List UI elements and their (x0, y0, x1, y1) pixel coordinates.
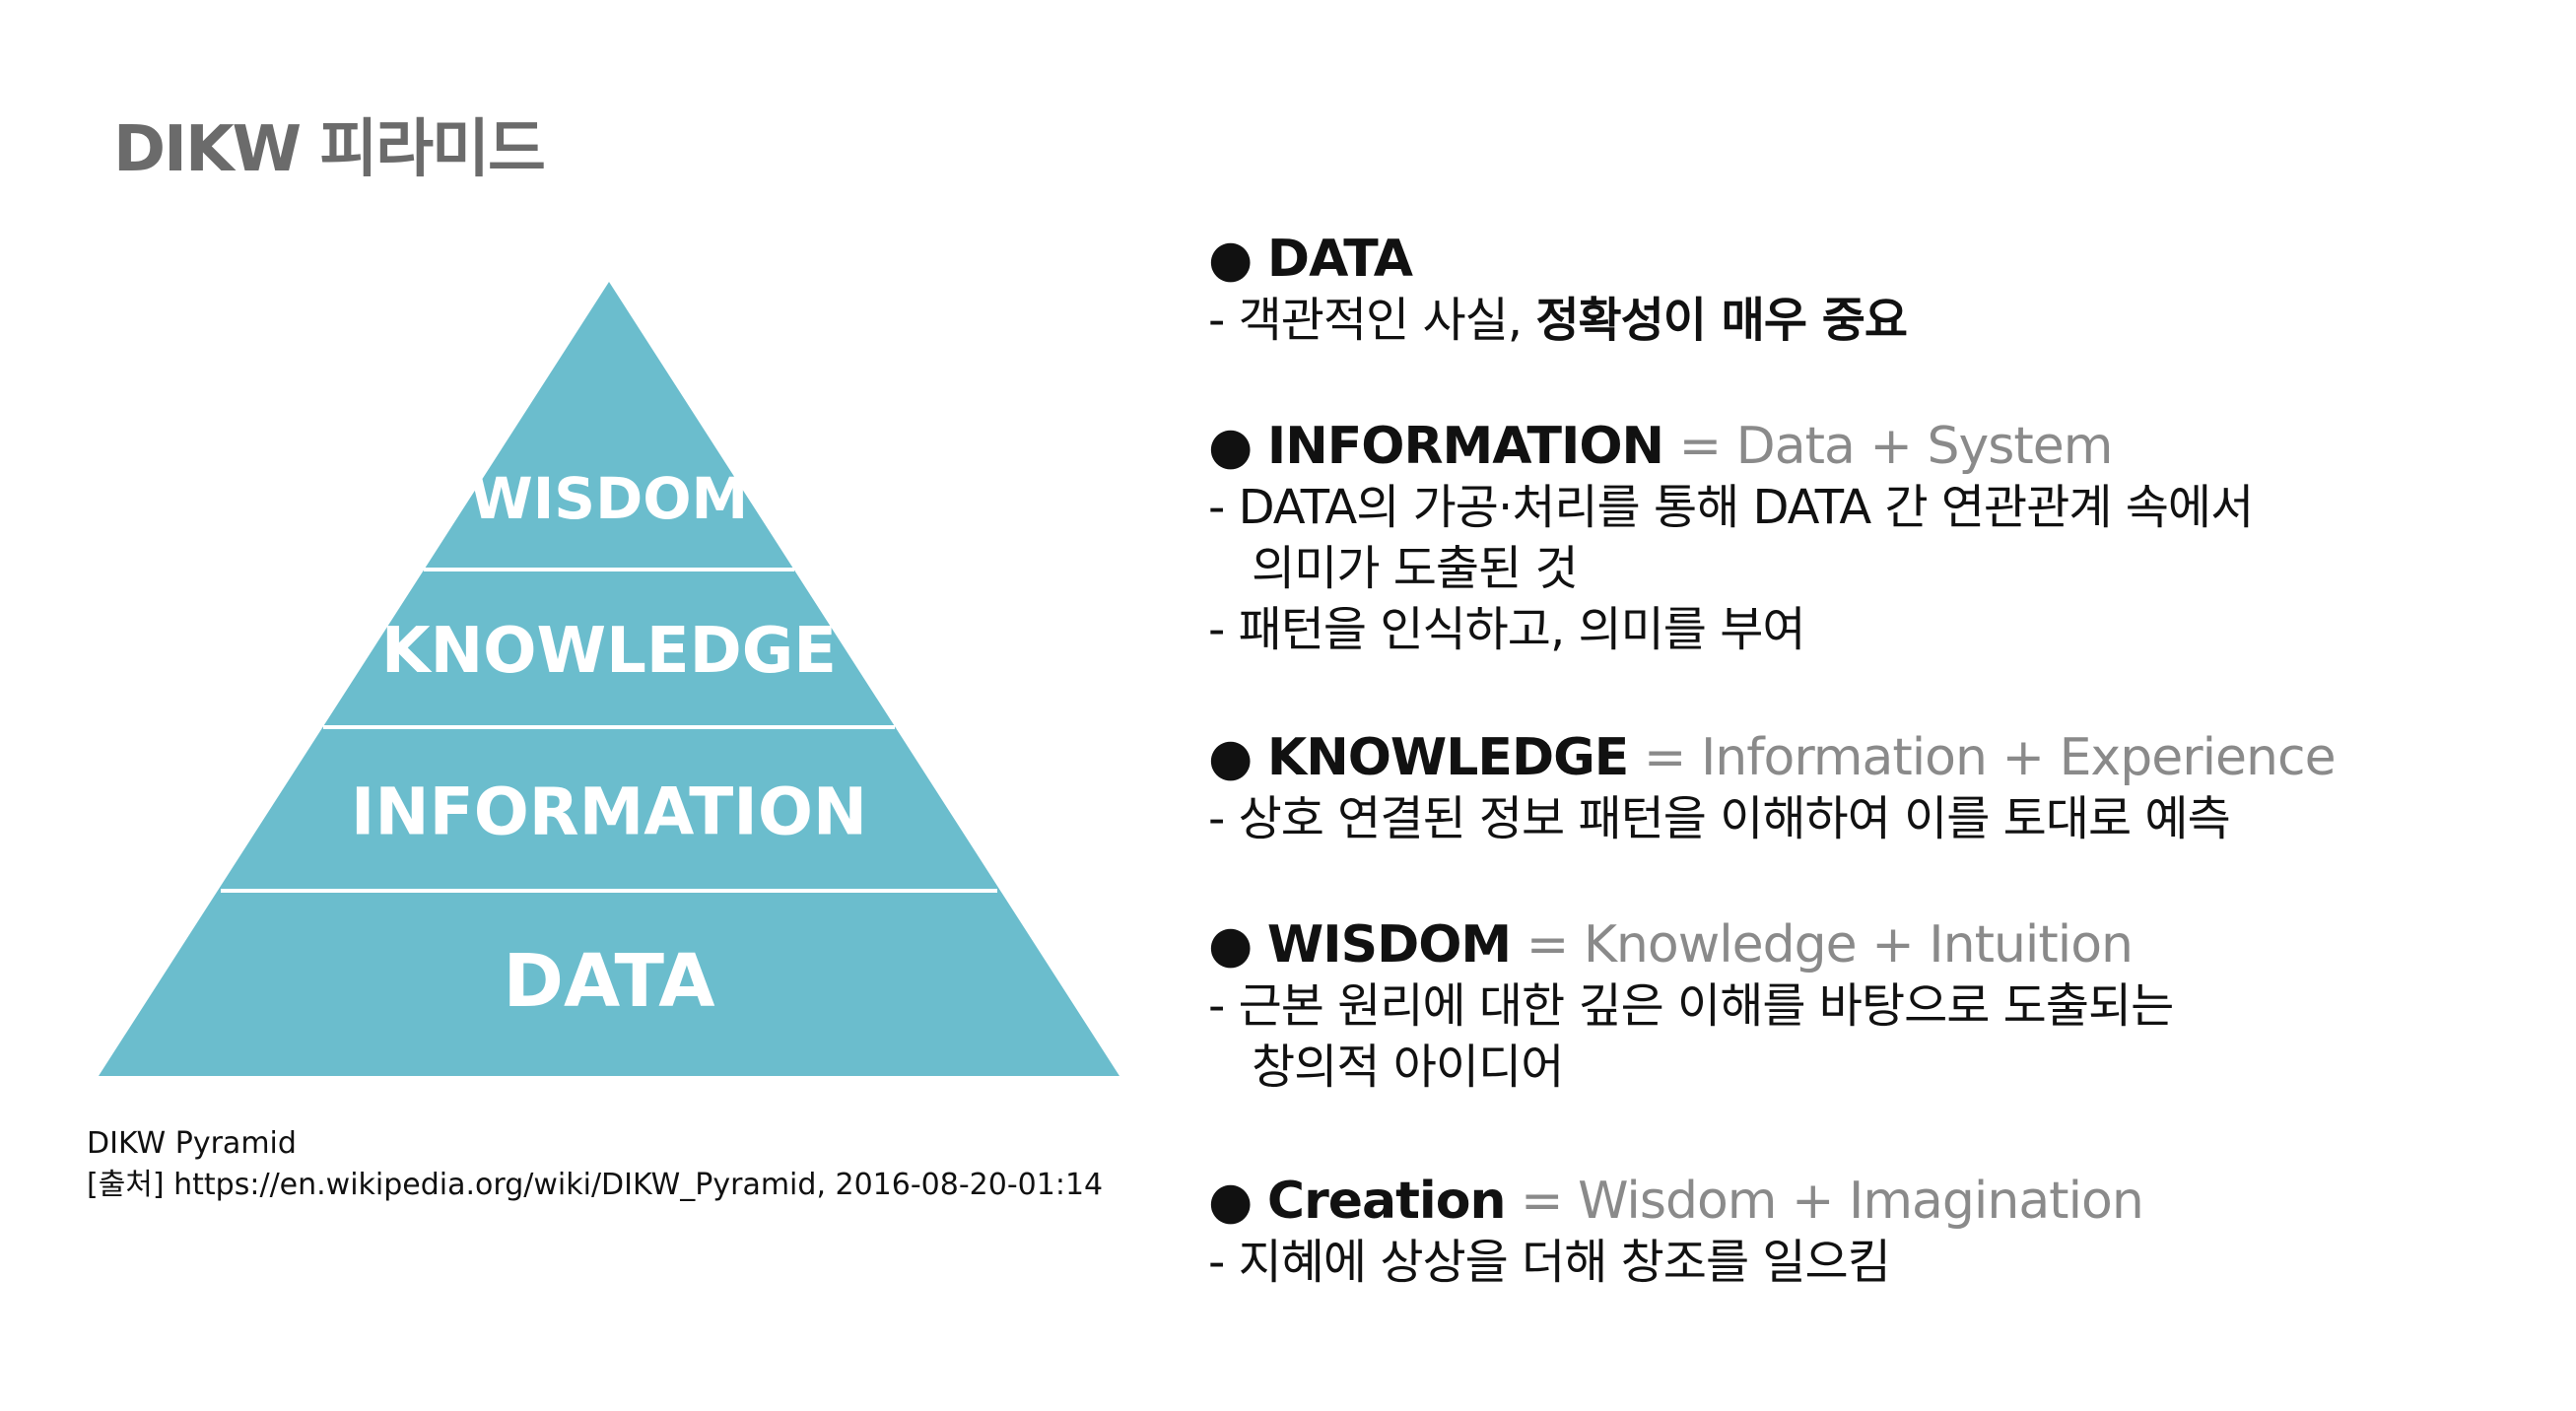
caption-source: [출처] https://en.wikipedia.org/wiki/DIKW_… (87, 1168, 1104, 1202)
definition-knowledge: ● KNOWLEDGE = Information + Experience -… (1208, 727, 2519, 849)
definition-creation: ● Creation = Wisdom + Imagination - 지혜에 … (1208, 1171, 2519, 1293)
definition-data: ● DATA - 객관적인 사실, 정확성이 매우 중요 (1208, 229, 2519, 351)
definition-line: 의미가 도출된 것 (1252, 541, 1579, 596)
definition-term: KNOWLEDGE (1266, 728, 1629, 787)
caption-title: DIKW Pyramid (87, 1126, 297, 1161)
definition-term: Creation (1266, 1172, 1507, 1231)
definition-line: - 상호 연결된 정보 패턴을 이해하여 이를 토대로 예측 (1208, 791, 2231, 846)
definition-heading: ● Creation = Wisdom + Imagination (1208, 1171, 2519, 1232)
definition-line: - 근본 원리에 대한 깊은 이해를 바탕으로 도출되는 (1208, 978, 2174, 1034)
bullet-icon: ● (1208, 1172, 1253, 1231)
bullet-icon: ● (1208, 915, 1253, 974)
definition-heading: ● KNOWLEDGE = Information + Experience (1208, 727, 2519, 788)
definition-formula: = Knowledge + Intuition (1511, 915, 2134, 974)
definition-line: 창의적 아이디어 (1252, 1040, 1564, 1095)
definition-formula: = Wisdom + Imagination (1505, 1172, 2144, 1231)
definition-line: - 패턴을 인식하고, 의미를 부여 (1208, 602, 1806, 657)
definition-emphasis: 정확성이 매우 중요 (1535, 293, 1908, 348)
pyramid-level-knowledge: KNOWLEDGE (381, 615, 837, 688)
bullet-icon: ● (1208, 230, 1253, 289)
bullet-icon: ● (1208, 417, 1253, 476)
definition-line: - 객관적인 사실, 정확성이 매우 중요 (1208, 290, 2519, 351)
bullet-icon: ● (1208, 728, 1253, 787)
definition-text: - 객관적인 사실, (1208, 293, 1536, 348)
definition-formula: = Data + System (1663, 417, 2114, 476)
definition-information: ● INFORMATION = Data + System - DATA의 가공… (1208, 416, 2519, 660)
pyramid-level-data: DATA (504, 939, 715, 1024)
definition-term: WISDOM (1266, 915, 1512, 974)
definition-heading: ● DATA (1208, 229, 2519, 290)
definition-line: - DATA의 가공·처리를 통해 DATA 간 연관관계 속에서 (1208, 480, 2254, 535)
dikw-pyramid-diagram: WISDOM KNOWLEDGE INFORMATION DATA (99, 282, 1119, 1076)
figure-caption: DIKW Pyramid [출처] https://en.wikipedia.o… (87, 1123, 1103, 1206)
definition-heading: ● INFORMATION = Data + System (1208, 416, 2519, 477)
definition-line: - 지혜에 상상을 더해 창조를 일으킴 (1208, 1235, 1891, 1290)
pyramid-level-wisdom: WISDOM (470, 465, 749, 532)
slide-title: DIKW 피라미드 (113, 113, 546, 186)
pyramid-triangle (99, 282, 1119, 1076)
definition-term: INFORMATION (1266, 417, 1664, 476)
definition-term: DATA (1266, 230, 1413, 289)
definition-heading: ● WISDOM = Knowledge + Intuition (1208, 914, 2519, 975)
pyramid-level-information: INFORMATION (351, 774, 867, 850)
definition-wisdom: ● WISDOM = Knowledge + Intuition - 근본 원리… (1208, 914, 2519, 1098)
definition-formula: = Information + Experience (1628, 728, 2337, 787)
